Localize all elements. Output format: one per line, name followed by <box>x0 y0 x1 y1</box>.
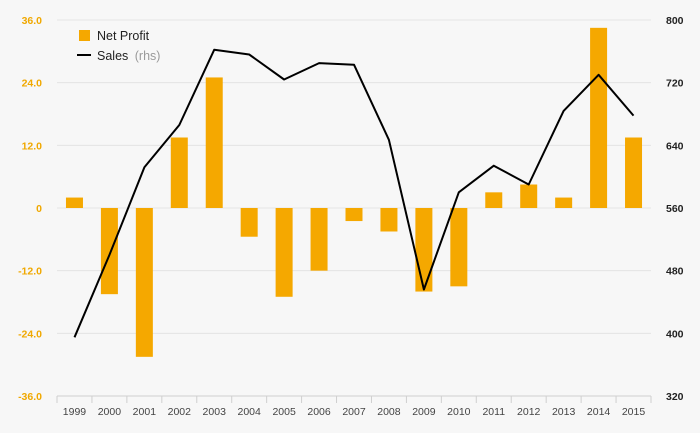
left-tick-label: 24.0 <box>22 78 43 90</box>
x-tick-label: 2005 <box>272 406 296 418</box>
bar-net-profit-2002 <box>170 137 188 208</box>
x-tick-label: 1999 <box>63 406 87 418</box>
right-tick-label: 480 <box>666 266 684 278</box>
bar-net-profit-2008 <box>380 208 398 232</box>
line-sales <box>73 48 635 338</box>
bar-net-profit-2007 <box>345 208 363 222</box>
left-axis-ticks: 36.0 24.0 12.0 0 -12.0 -24.0 -36.0 <box>18 15 42 403</box>
right-tick-label: 800 <box>666 15 684 27</box>
grid-lines <box>57 19 651 334</box>
right-tick-label: 560 <box>666 203 684 215</box>
x-tick-label: 2009 <box>412 406 436 418</box>
bar-net-profit-2014 <box>590 27 608 209</box>
axes <box>56 395 652 403</box>
x-tick-label: 2008 <box>377 406 401 418</box>
legend-swatch-net-profit <box>79 30 90 41</box>
x-tick-label: 2014 <box>587 406 611 418</box>
bar-net-profit-1999 <box>65 197 83 208</box>
x-tick-label: 2007 <box>342 406 366 418</box>
right-tick-label: 320 <box>666 391 684 403</box>
x-tick-label: 2006 <box>307 406 331 418</box>
bar-net-profit-2003 <box>205 77 223 208</box>
right-axis-ticks: 800 720 640 560 480 400 320 <box>666 15 684 403</box>
bar-series <box>65 27 643 357</box>
x-tick-label: 2004 <box>237 406 261 418</box>
legend-label-sales-name: Sales <box>97 49 128 63</box>
legend-label-sales-suffix: (rhs) <box>135 49 161 63</box>
bar-net-profit-2005 <box>275 208 293 297</box>
x-tick-label: 2003 <box>203 406 227 418</box>
x-tick-label: 2011 <box>482 406 505 418</box>
bar-net-profit-2011 <box>485 192 503 208</box>
bar-net-profit-2010 <box>450 208 468 287</box>
legend-label-net-profit: Net Profit <box>97 29 150 43</box>
bar-net-profit-2004 <box>240 208 258 237</box>
x-tick-label: 2013 <box>552 406 576 418</box>
bar-net-profit-2001 <box>135 208 153 357</box>
legend: Net Profit Sales (rhs) <box>77 29 160 63</box>
legend-label-sales: Sales (rhs) <box>97 49 160 63</box>
bar-net-profit-2000 <box>100 208 118 295</box>
left-tick-label: -36.0 <box>18 391 42 403</box>
left-tick-label: 36.0 <box>22 15 43 27</box>
bar-net-profit-2012 <box>520 184 538 208</box>
left-tick-label: 12.0 <box>22 140 43 152</box>
right-tick-label: 640 <box>666 140 684 152</box>
bar-net-profit-2006 <box>310 208 328 271</box>
bar-net-profit-2013 <box>555 197 573 208</box>
x-tick-label: 2015 <box>622 406 646 418</box>
x-tick-label: 2012 <box>517 406 541 418</box>
left-tick-label: -24.0 <box>18 328 42 340</box>
bar-net-profit-2015 <box>625 137 643 208</box>
left-tick-label: 0 <box>36 203 42 215</box>
x-tick-label: 2000 <box>98 406 122 418</box>
x-axis-ticks: 1999 2000 2001 2002 2003 2004 2005 2006 2007 2008… <box>63 406 646 418</box>
right-tick-label: 720 <box>666 78 684 90</box>
bar-net-profit-2009 <box>415 208 433 292</box>
x-tick-label: 2002 <box>168 406 192 418</box>
x-tick-label: 2010 <box>447 406 471 418</box>
right-tick-label: 400 <box>666 328 684 340</box>
line-series <box>73 48 635 338</box>
x-tick-label: 2001 <box>133 406 157 418</box>
left-tick-label: -12.0 <box>18 266 42 278</box>
